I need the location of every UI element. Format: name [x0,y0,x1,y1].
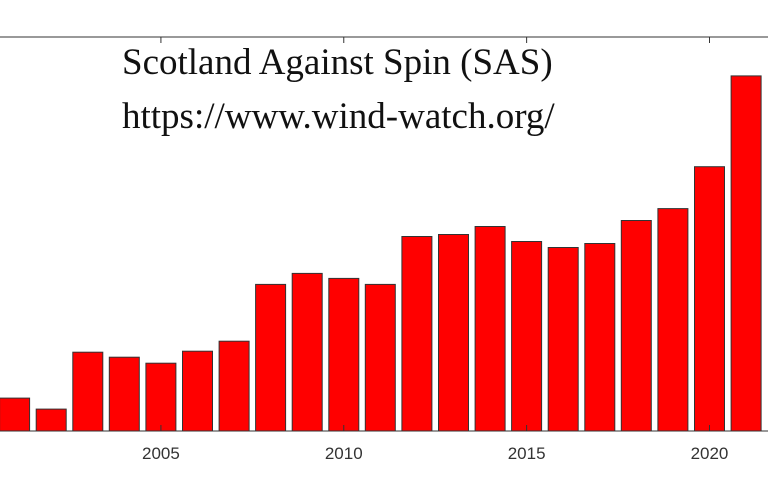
bar-2005 [145,362,177,432]
bars-group [0,75,762,432]
annotation-line-1: Scotland Against Spin (SAS) [122,42,553,83]
bar-2015 [511,241,543,432]
bar-2009 [291,272,323,432]
bar-2019 [657,208,689,432]
annotation-line-2: https://www.wind-watch.org/ [122,96,555,137]
bar-2004 [108,356,140,432]
bar-2017 [584,243,616,432]
x-tick-label-2020: 2020 [691,444,729,463]
bar-2001 [0,397,31,432]
bar-2020 [694,166,725,432]
bar-2002 [35,408,67,432]
bar-2011 [364,283,396,432]
x-tick-label-2010: 2010 [325,444,363,463]
bar-2014 [474,226,506,432]
bar-2016 [547,247,579,432]
bar-2007 [218,340,250,432]
x-tick-label-2005: 2005 [142,444,180,463]
bar-2003 [72,351,104,432]
bar-2008 [255,283,287,432]
bar-2018 [620,220,652,432]
x-tick-label-2015: 2015 [508,444,546,463]
bar-2012 [401,236,433,432]
x-ticks-group: 2005 2010 2015 2020 [142,37,728,463]
bar-2010 [328,277,360,432]
bar-2006 [182,350,213,432]
bar-2013 [438,234,469,432]
bar-2021 [730,75,762,432]
